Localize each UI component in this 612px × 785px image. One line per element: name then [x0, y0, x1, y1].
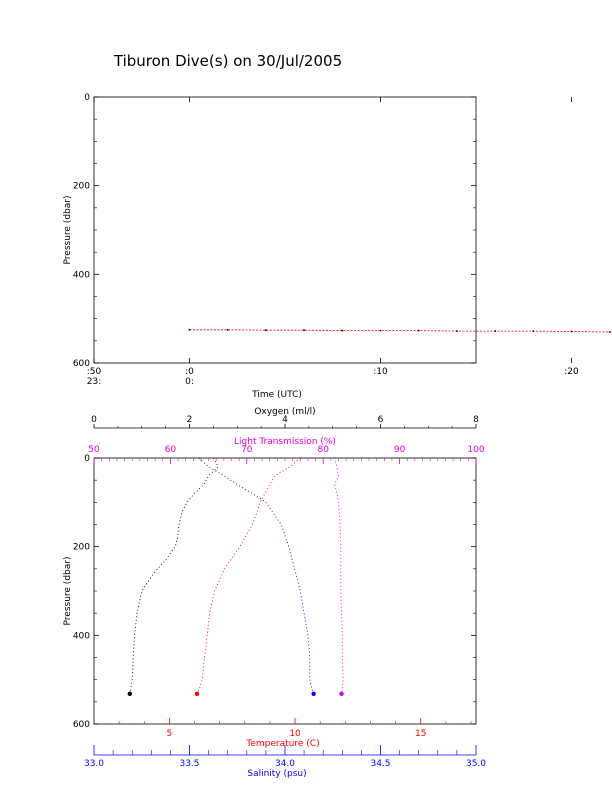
temperature-axis-label: Temperature (C) — [245, 739, 319, 749]
oxygen-tick-label: 8 — [473, 415, 479, 425]
plot-frame — [93, 96, 477, 364]
salinity-tick-label: 33.0 — [84, 759, 104, 769]
time-marker — [456, 330, 458, 332]
oxygen-tick-label: 4 — [282, 415, 288, 425]
y-axis-label: Pressure (dbar) — [63, 196, 73, 265]
light-profile — [334, 457, 344, 694]
y-tick-label: 400 — [73, 631, 90, 641]
x-tick-label: :50 — [87, 367, 102, 377]
time-marker — [608, 331, 611, 333]
salinity-profile — [198, 457, 315, 695]
time-marker — [226, 328, 229, 331]
light-tick-label: 70 — [241, 445, 253, 455]
x-axis-label: Time (UTC) — [251, 390, 302, 400]
salinity-tick-label: 34.5 — [370, 759, 390, 769]
y-tick-label: 200 — [73, 182, 90, 192]
oxygen-tick-label: 2 — [187, 415, 193, 425]
light-axis-label: Light Transmission (%) — [234, 437, 336, 447]
x-tick-label: :10 — [373, 367, 388, 377]
salinity-tick-label: 35.0 — [466, 759, 486, 769]
time-marker — [417, 329, 420, 332]
pressure-trace — [189, 329, 612, 333]
y-tick-label: 600 — [73, 720, 90, 730]
temperature-tick-label: 5 — [167, 729, 173, 739]
y-tick-label: 0 — [84, 454, 90, 464]
pressure-time-chart: 0200400600:50:0:10:20:30:40:50:0:10:20:3… — [63, 93, 612, 400]
time-marker — [303, 329, 305, 331]
temperature-profile — [196, 457, 301, 695]
salinity-axis-label: Salinity (psu) — [247, 769, 306, 779]
light-tick-label: 90 — [394, 445, 406, 455]
y-axis-label: Pressure (dbar) — [63, 557, 73, 626]
time-marker — [265, 329, 267, 331]
time-marker — [341, 329, 344, 332]
time-marker — [188, 328, 191, 331]
oxygen-profile — [129, 457, 219, 694]
y-tick-label: 600 — [73, 359, 90, 369]
salinity-tick-label: 34.0 — [275, 759, 295, 769]
oxygen-bottom-cluster — [127, 691, 133, 697]
light-bottom-cluster — [339, 691, 344, 697]
light-tick-label: 100 — [467, 445, 484, 455]
plot-frame — [93, 457, 477, 725]
y-tick-label: 400 — [73, 270, 90, 280]
x-hour-label: 23: — [87, 377, 101, 387]
time-marker — [570, 330, 573, 333]
time-marker — [494, 330, 496, 332]
oxygen-axis-label: Oxygen (ml/l) — [254, 407, 315, 417]
light-tick-label: 80 — [317, 445, 329, 455]
salinity-bottom-cluster — [311, 691, 316, 697]
salinity-tick-label: 33.5 — [179, 759, 199, 769]
time-marker — [532, 330, 535, 332]
y-tick-label: 200 — [73, 543, 90, 553]
time-marker — [379, 329, 382, 332]
x-hour-label: 0: — [185, 377, 194, 387]
profile-chart: 0 200 400 600 Pressure (dbar) 0 2 4 6 8 Oxygen (ml… — [63, 407, 486, 779]
temperature-bottom-cluster — [194, 691, 200, 697]
chart-title: Tiburon Dive(s) on 30/Jul/2005 — [113, 52, 342, 70]
light-tick-label: 50 — [88, 445, 100, 455]
light-tick-label: 60 — [165, 445, 177, 455]
oxygen-tick-label: 6 — [378, 415, 384, 425]
temperature-tick-label: 10 — [289, 729, 301, 739]
oxygen-tick-label: 0 — [91, 415, 97, 425]
x-tick-label: :0 — [185, 367, 194, 377]
x-tick-label: :20 — [564, 367, 579, 377]
y-tick-label: 0 — [84, 93, 90, 103]
temperature-tick-label: 15 — [415, 729, 426, 739]
